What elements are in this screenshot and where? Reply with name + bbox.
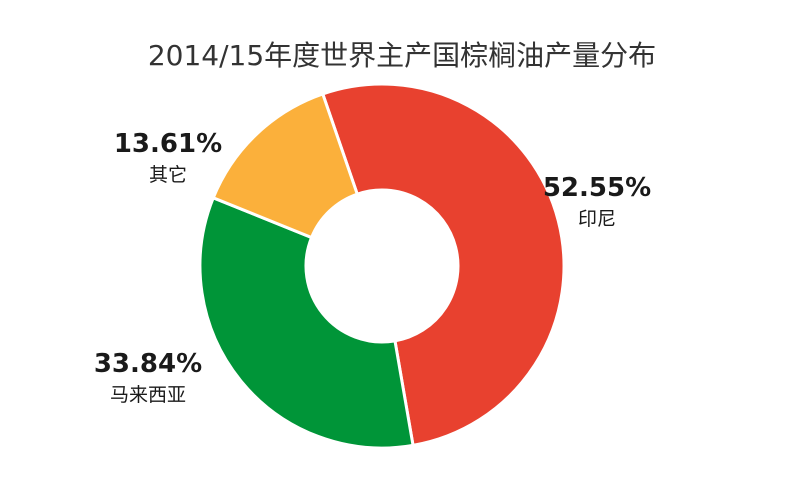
slice-2: [211, 92, 360, 240]
slice-name-label: 其它: [149, 164, 187, 186]
slice-1: [198, 195, 415, 450]
slice-percent-label: 13.61%: [114, 129, 222, 159]
labels-group: 52.55% 印尼 33.84% 马来西亚 13.61% 其它: [94, 129, 651, 406]
slice-name-label: 马来西亚: [110, 384, 186, 406]
slice-0: [320, 82, 566, 448]
slice-percent-label: 33.84%: [94, 349, 202, 379]
chart-title: 2014/15年度世界主产国棕榈油产量分布: [147, 39, 657, 72]
slice-percent-label: 52.55%: [543, 173, 651, 203]
slices-group: [198, 82, 566, 450]
slice-name-label: 印尼: [578, 208, 616, 230]
